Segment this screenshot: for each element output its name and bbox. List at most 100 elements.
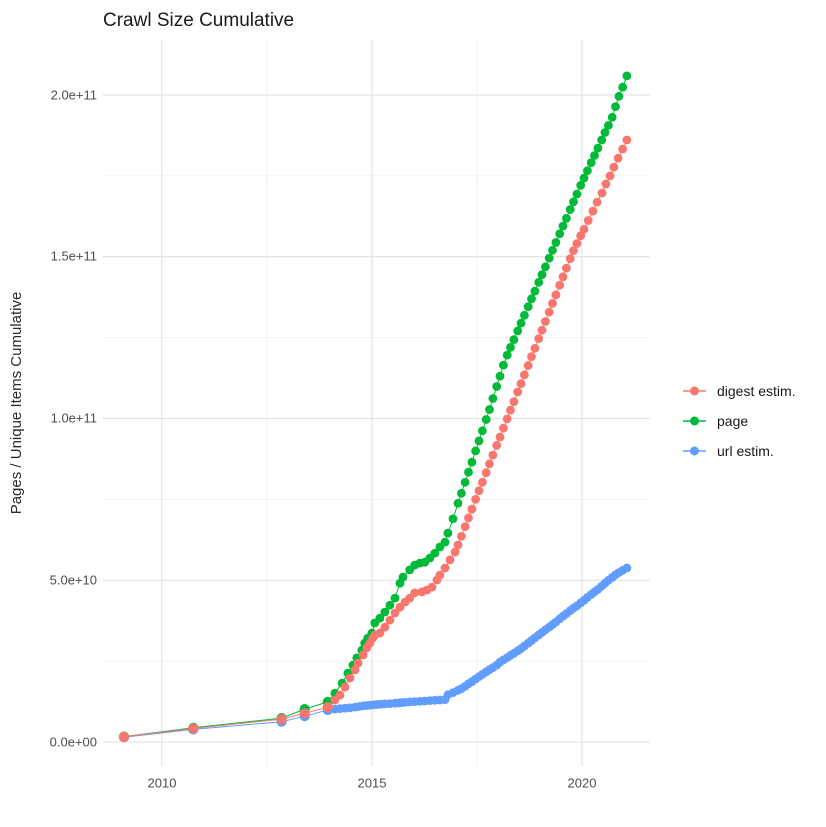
data-point-page (551, 238, 561, 247)
data-point-digest-estim (427, 582, 437, 592)
data-point-page (443, 528, 453, 538)
data-point-digest-estim (541, 317, 550, 326)
legend-item-page: page (683, 413, 748, 429)
data-point-digest-estim (485, 459, 494, 469)
y-tick-label-4: 2.0e+11 (51, 88, 97, 103)
data-point-digest-estim (481, 468, 491, 477)
data-point-digest-estim (565, 254, 575, 264)
data-point-digest-estim (544, 307, 554, 317)
data-point-digest-estim (562, 263, 571, 273)
data-point-digest-estim (440, 563, 450, 573)
data-point-page (523, 302, 533, 311)
data-point-digest-estim (527, 352, 536, 362)
data-point-page (593, 143, 603, 153)
data-point-digest-estim (435, 570, 445, 580)
data-point-digest-estim (457, 531, 466, 541)
data-point-page (380, 607, 390, 617)
data-point-digest-estim (188, 723, 199, 734)
data-point-page (622, 71, 632, 81)
data-point-page (604, 121, 613, 130)
data-point-page (485, 405, 494, 414)
data-point-digest-estim (118, 731, 130, 743)
data-point-digest-estim (558, 272, 568, 282)
x-tick-label-2015: 2015 (358, 776, 387, 791)
data-point-page (390, 593, 400, 603)
data-point-digest-estim (345, 673, 355, 683)
y-tick-label-2: 1.0e+11 (51, 411, 97, 426)
series-url-estim (118, 563, 632, 743)
data-point-page (534, 277, 544, 287)
data-point-digest-estim (537, 325, 547, 335)
data-point-digest-estim (516, 379, 526, 388)
data-point-page (537, 270, 547, 279)
data-point-page (555, 229, 565, 239)
panel-gridlines (103, 40, 650, 766)
data-point-page (579, 173, 589, 183)
data-point-digest-estim (499, 423, 508, 433)
data-point-digest-estim (520, 370, 529, 380)
legend-label-digest-estim: digest estim. (717, 383, 796, 399)
series-line-digest-estim (123, 139, 628, 738)
data-point-page (499, 360, 508, 370)
data-point-digest-estim (322, 702, 333, 713)
data-point-digest-estim (460, 522, 470, 531)
data-point-page (506, 343, 515, 352)
series-layer (118, 71, 632, 743)
data-point-digest-estim (622, 135, 632, 145)
legend-key-point-digest (690, 386, 699, 396)
data-point-page (453, 498, 463, 508)
data-point-digest-estim (350, 665, 360, 675)
data-point-digest-estim (375, 628, 385, 638)
data-point-page (467, 457, 477, 467)
data-point-digest-estim (605, 171, 615, 181)
data-point-page (375, 613, 385, 623)
y-tick-label-1: 5.0e+10 (50, 573, 97, 588)
data-point-page (590, 151, 599, 160)
data-point-digest-estim (509, 397, 519, 407)
data-point-page (530, 286, 540, 296)
data-point-page (481, 415, 491, 424)
y-axis-tick-labels: 0.0e+00 5.0e+10 1.0e+11 1.5e+11 2.0e+11 (50, 88, 97, 750)
data-point-digest-estim (613, 153, 623, 163)
data-point-digest-estim (495, 432, 505, 442)
chart-title: Crawl Size Cumulative (103, 10, 294, 31)
data-point-digest-estim (601, 179, 611, 189)
data-point-digest-estim (488, 450, 498, 460)
legend-item-digest-estim: digest estim. (683, 383, 796, 399)
data-point-digest-estim (492, 441, 502, 450)
data-point-page (600, 128, 610, 137)
data-point-page (562, 213, 571, 223)
data-point-page (516, 318, 526, 328)
data-point-digest-estim (385, 615, 395, 625)
data-point-digest-estim (588, 206, 598, 216)
data-point-digest-estim (445, 555, 455, 565)
data-point-page (385, 600, 395, 610)
data-point-page (576, 180, 586, 190)
data-point-digest-estim (618, 144, 628, 154)
data-point-page (509, 335, 519, 344)
legend-item-url-estim: url estim. (683, 443, 774, 459)
data-point-page (495, 371, 505, 381)
data-point-page (464, 467, 473, 477)
data-point-digest-estim (464, 513, 473, 523)
data-point-digest-estim (583, 216, 593, 225)
data-point-page (471, 446, 480, 456)
x-tick-label-2020: 2020 (568, 776, 597, 791)
data-point-page (478, 426, 487, 436)
data-point-digest-estim (569, 246, 578, 256)
legend-key-point-page (690, 416, 699, 426)
data-point-page (513, 326, 523, 336)
data-point-digest-estim (410, 588, 420, 598)
data-point-digest-estim (506, 405, 515, 415)
data-point-digest-estim (523, 361, 533, 370)
y-tick-label-3: 1.5e+11 (51, 249, 97, 264)
data-point-digest-estim (548, 299, 557, 308)
data-point-digest-estim (353, 658, 363, 668)
data-point-digest-estim (597, 188, 607, 198)
data-point-page (541, 262, 550, 272)
data-point-digest-estim (513, 387, 523, 397)
data-point-digest-estim (572, 239, 582, 248)
data-point-page (440, 537, 450, 547)
